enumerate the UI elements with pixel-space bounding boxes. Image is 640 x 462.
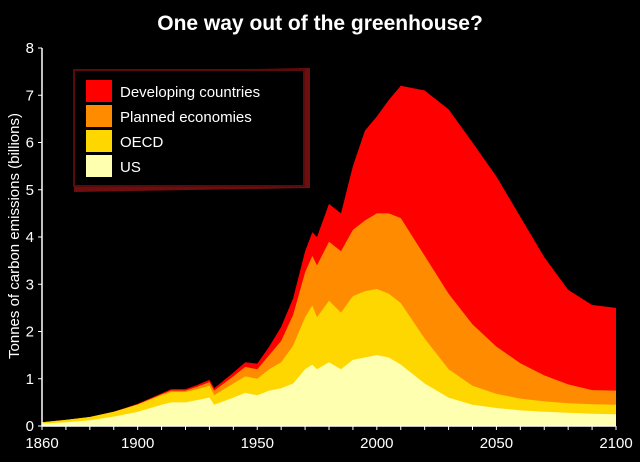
x-tick-label: 2050: [480, 435, 513, 452]
legend-box: [73, 69, 305, 187]
legend-label-developing-countries: Developing countries: [120, 84, 260, 101]
legend-items: Developing countries Planned economies OEC…: [86, 80, 260, 177]
area-oecd: [42, 289, 616, 426]
x-tick-label: 1900: [121, 435, 154, 452]
y-tick-label: 3: [26, 276, 34, 293]
legend-swatch-us: [86, 155, 112, 177]
legend-swatch-developing-countries: [86, 80, 112, 102]
legend-label-oecd: OECD: [120, 134, 164, 151]
x-tick-label: 2100: [599, 435, 632, 452]
legend-label-planned-economies: Planned economies: [120, 109, 252, 126]
y-tick-label: 6: [26, 135, 34, 152]
legend: Developing countries Planned economies OEC…: [73, 68, 310, 192]
area-layers: [42, 85, 616, 427]
x-tick-label: 1950: [241, 435, 274, 452]
chart-title: One way out of the greenhouse?: [157, 12, 483, 35]
x-tick-label: 2000: [360, 435, 393, 452]
y-tick-label: 1: [26, 371, 34, 388]
x-tick-label: 1860: [25, 435, 58, 452]
y-tick-label: 4: [26, 229, 34, 246]
y-tick-label: 5: [26, 182, 34, 199]
legend-swatch-oecd: [86, 130, 112, 152]
area-us: [42, 355, 616, 426]
y-tick-label: 8: [26, 40, 34, 57]
legend-label-us: US: [120, 159, 141, 176]
y-tick-label: 7: [26, 87, 34, 104]
y-axis-label: Tonnes of carbon emissions (billions): [6, 113, 23, 359]
legend-swatch-planned-economies: [86, 105, 112, 127]
y-tick-label: 2: [26, 324, 34, 341]
axes: 0 1 2 3 4 5 6 7 8 1860 1900 1950 2000 2050 2100: [25, 40, 632, 452]
y-tick-label: 0: [26, 418, 34, 435]
